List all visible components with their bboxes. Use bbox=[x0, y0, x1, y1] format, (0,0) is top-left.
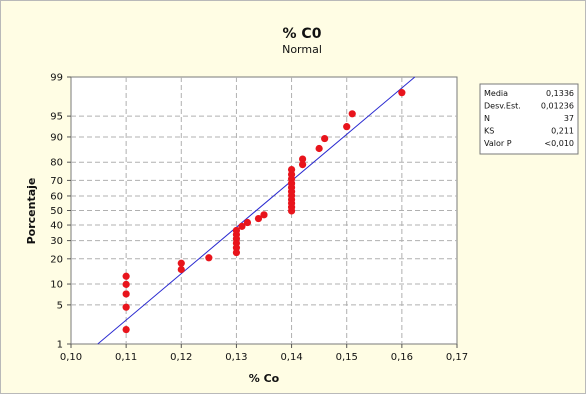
stat-value: 0,1336 bbox=[546, 89, 574, 98]
data-point bbox=[122, 303, 130, 311]
y-tick-label: 95 bbox=[50, 112, 63, 123]
data-point bbox=[321, 134, 329, 143]
data-point bbox=[315, 144, 323, 153]
x-axis-ticks: 0,10 0,11 0,12 0,13 0,14 0,15 0,16 0,17 bbox=[60, 344, 468, 363]
x-axis-label: % Co bbox=[249, 372, 280, 385]
data-point bbox=[398, 89, 406, 97]
x-tick-label: 0,14 bbox=[280, 352, 302, 363]
data-point bbox=[243, 218, 252, 227]
x-tick-label: 0,16 bbox=[391, 352, 413, 363]
data-point bbox=[177, 265, 185, 274]
stat-label: Media bbox=[484, 89, 508, 98]
data-point bbox=[348, 110, 356, 118]
stat-label: KS bbox=[484, 127, 494, 136]
data-point bbox=[122, 325, 130, 334]
y-tick-label: 1 bbox=[57, 340, 63, 351]
data-point bbox=[177, 259, 185, 267]
y-tick-label: 50 bbox=[50, 206, 63, 217]
x-tick-label: 0,10 bbox=[60, 352, 82, 363]
stat-value: 0,211 bbox=[551, 127, 574, 136]
stat-label: N bbox=[484, 114, 490, 123]
chart-subtitle: Normal bbox=[282, 43, 322, 56]
y-tick-label: 30 bbox=[50, 236, 63, 247]
stat-label: Valor P bbox=[484, 139, 512, 148]
stats-box-frame bbox=[479, 83, 579, 155]
stat-label: Desv.Est. bbox=[484, 102, 521, 111]
x-tick-label: 0,11 bbox=[115, 352, 137, 363]
y-tick-label: 10 bbox=[50, 280, 63, 291]
y-tick-label: 90 bbox=[50, 132, 63, 143]
stat-value: <0,010 bbox=[544, 139, 574, 148]
y-axis-label: Porcentaje bbox=[25, 178, 38, 245]
stat-value: 37 bbox=[564, 114, 574, 123]
data-points bbox=[122, 89, 406, 334]
data-point bbox=[254, 214, 263, 223]
data-point bbox=[205, 254, 213, 262]
fit-line bbox=[97, 76, 416, 345]
x-tick-label: 0,13 bbox=[225, 352, 247, 363]
stats-rows: Media 0,1336 Desv.Est. 0,01236 N 37 KS 0,211 Val… bbox=[484, 89, 574, 148]
data-point bbox=[260, 211, 268, 219]
data-point bbox=[299, 161, 307, 169]
data-point bbox=[238, 222, 246, 230]
y-tick-label: 20 bbox=[50, 254, 63, 265]
y-tick-label: 80 bbox=[50, 158, 63, 169]
stats-box: Media 0,1336 Desv.Est. 0,01236 N 37 KS 0,211 Val… bbox=[479, 83, 579, 155]
y-tick-label: 70 bbox=[50, 176, 63, 187]
data-point bbox=[122, 290, 130, 298]
data-point bbox=[299, 155, 307, 163]
data-point bbox=[122, 272, 130, 280]
x-tick-label: 0,12 bbox=[170, 352, 192, 363]
fit-line-layer bbox=[97, 76, 416, 345]
stat-value: 0,01236 bbox=[541, 102, 574, 111]
x-tick-label: 0,17 bbox=[446, 352, 468, 363]
data-point bbox=[122, 280, 130, 288]
y-axis-ticks: 1 5 10 20 30 40 50 60 70 80 90 95 99 bbox=[50, 73, 71, 351]
chart-title: % C0 bbox=[283, 26, 322, 42]
data-point bbox=[343, 123, 351, 131]
x-tick-label: 0,15 bbox=[336, 352, 358, 363]
y-tick-label: 99 bbox=[50, 73, 63, 84]
data-point bbox=[232, 226, 241, 235]
y-tick-label: 40 bbox=[50, 221, 63, 232]
grid-lines bbox=[71, 77, 457, 344]
y-tick-label: 60 bbox=[50, 191, 63, 202]
data-point bbox=[287, 165, 296, 174]
y-tick-label: 5 bbox=[57, 300, 63, 311]
